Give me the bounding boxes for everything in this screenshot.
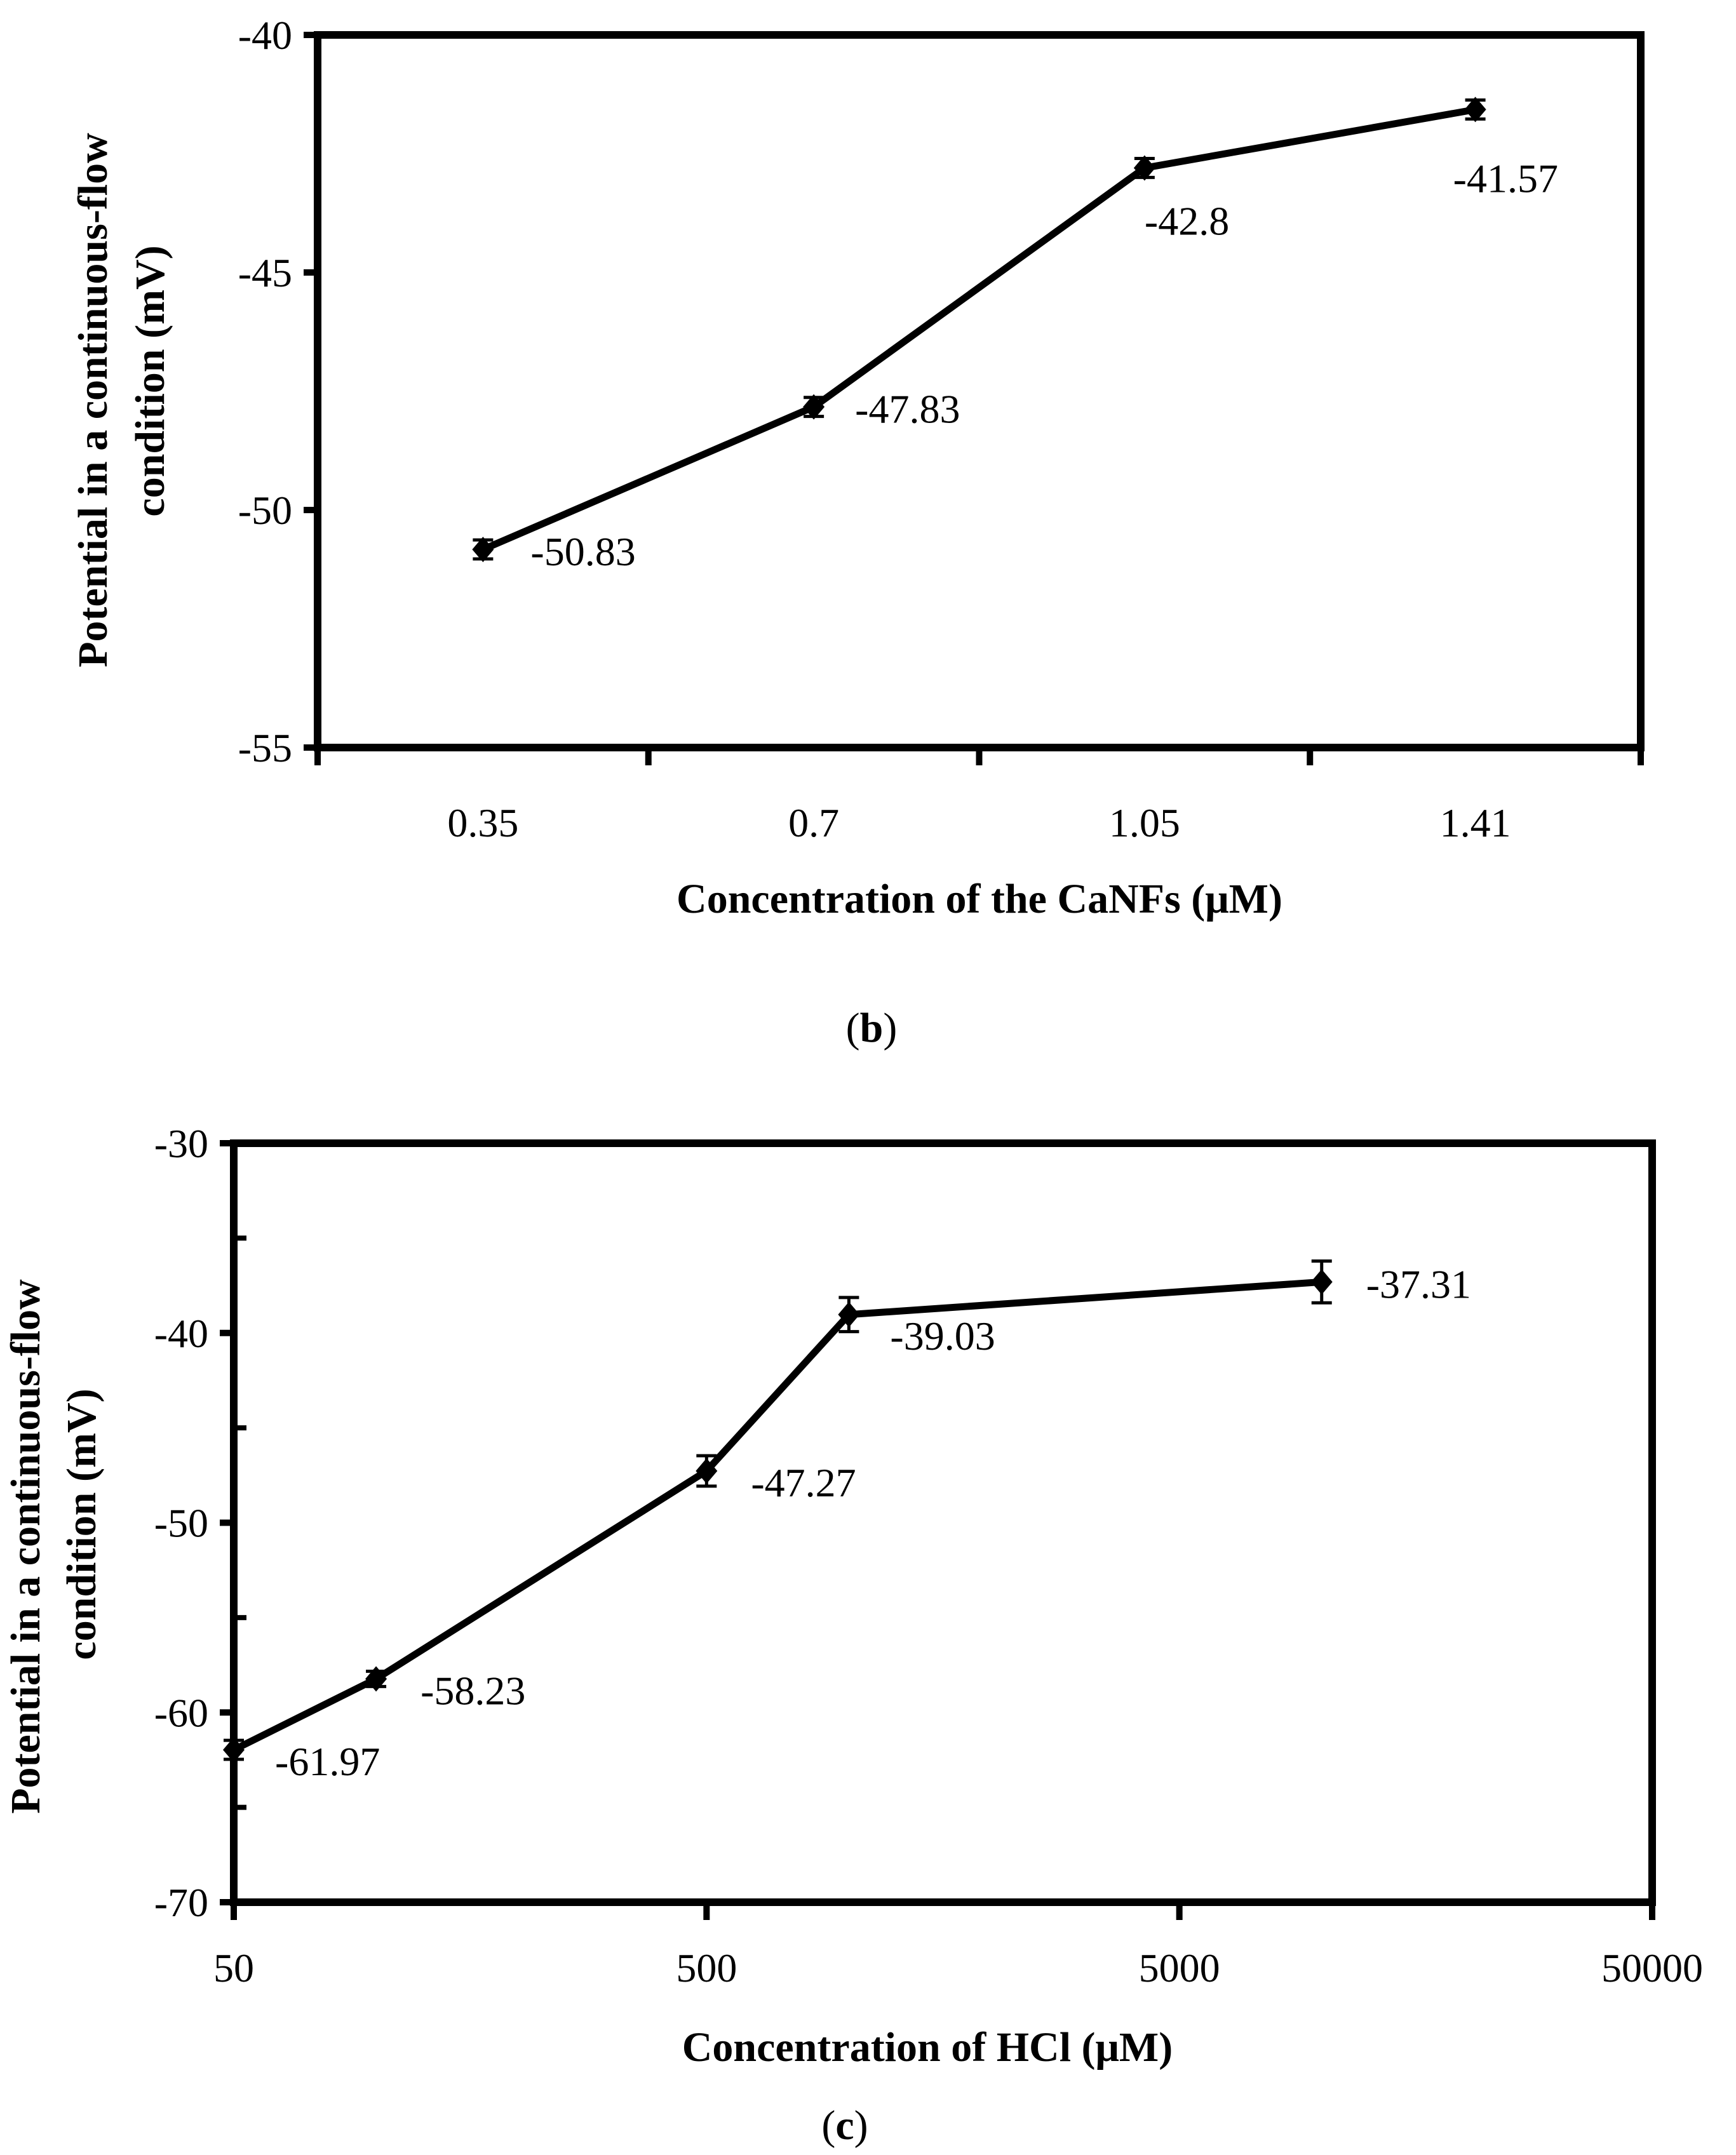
x-tick-label: 0.7: [788, 800, 839, 845]
data-label: -37.31: [1366, 1261, 1471, 1306]
x-tick-label: 0.35: [447, 800, 518, 845]
y-tick-label: -45: [238, 250, 292, 295]
b-panel-label: (b): [846, 1005, 898, 1051]
data-label: -39.03: [890, 1313, 995, 1359]
c-plot-elements: -61.97 -58.23 -47.27 -39.03 -37.31: [223, 1259, 1471, 1784]
data-label: -47.27: [751, 1460, 856, 1505]
y-tick-label: -50: [238, 488, 292, 533]
b-x-axis-title: Concentration of the CaNFs (μM): [676, 876, 1282, 922]
x-tick-label: 5000: [1139, 1945, 1220, 1991]
data-point-marker: [803, 394, 825, 420]
chart-c: -61.97 -58.23 -47.27 -39.03 -37.31 -70 -60 -50…: [3, 1121, 1703, 2149]
y-tick-label: -70: [154, 1880, 208, 1925]
b-y-axis-title-line1: Potential in a continuous-flow: [70, 133, 116, 668]
b-plot-frame: [314, 31, 1645, 751]
b-axis-ticks: -55 -50 -45 -40 0.35 0.7 1.05 1.41: [238, 13, 1644, 845]
data-point-marker: [696, 1458, 718, 1484]
x-tick-label: 1.41: [1440, 800, 1511, 845]
data-point-marker: [365, 1666, 387, 1692]
data-label: -61.97: [275, 1739, 380, 1784]
c-axis-ticks: -70 -60 -50 -40 -30 50 500 5000 50000: [154, 1121, 1703, 1991]
data-label: -41.57: [1453, 156, 1558, 201]
y-tick-label: -55: [238, 725, 292, 770]
b-y-axis-title-line2: condition (mV): [127, 245, 173, 516]
c-panel-label: (c): [821, 2102, 868, 2149]
chart-b: -50.83 -47.83 -42.8 -41.57 -55 -50 -45 -40 0.35…: [70, 13, 1645, 1051]
data-label: -58.23: [421, 1668, 525, 1713]
c-plot-frame: [230, 1139, 1656, 1906]
series-line: [230, 1278, 1326, 1754]
x-tick-label: 50: [213, 1945, 254, 1991]
b-panel-letter: b: [860, 1005, 884, 1051]
x-tick-label: 50000: [1601, 1945, 1703, 1991]
data-point-marker: [1464, 97, 1486, 123]
y-tick-label: -40: [154, 1311, 208, 1356]
data-label: -50.83: [530, 529, 635, 574]
data-point-marker: [472, 537, 494, 563]
data-point-marker: [1310, 1269, 1333, 1295]
b-plot-elements: -50.83 -47.83 -42.8 -41.57: [472, 97, 1558, 574]
c-y-axis-title-line2: condition (mV): [58, 1388, 105, 1660]
c-x-axis-title: Concentration of HCl (μM): [682, 2024, 1173, 2071]
data-point-marker: [838, 1301, 860, 1327]
y-tick-label: -50: [154, 1501, 208, 1546]
x-tick-label: 1.05: [1109, 800, 1180, 845]
y-tick-label: -40: [238, 13, 292, 58]
data-label: -47.83: [855, 387, 960, 432]
data-label: -42.8: [1145, 198, 1229, 243]
x-tick-label: 500: [676, 1945, 737, 1991]
c-y-axis-title-line1: Potential in a continuous-flow: [3, 1279, 49, 1814]
c-panel-letter: c: [835, 2102, 854, 2149]
y-tick-label: -30: [154, 1121, 208, 1166]
series-line: [479, 105, 1479, 553]
data-point-marker: [1133, 155, 1155, 181]
y-tick-label: -60: [154, 1690, 208, 1735]
